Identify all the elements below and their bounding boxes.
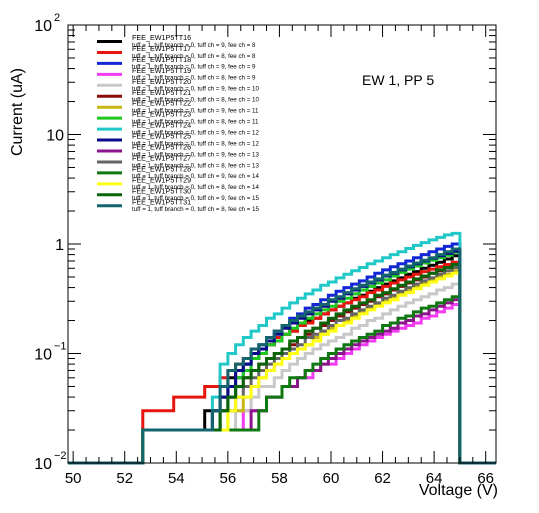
legend-series-name: FEE_EW1P5TT17 (132, 44, 191, 53)
legend-series-name: FEE_EW1P5TT18 (132, 55, 191, 64)
legend-series-name: FEE_EW1P5TT20 (132, 77, 191, 86)
y-tick-label: 10 (46, 128, 64, 145)
legend-series-name: FEE_EW1P5TT22 (132, 99, 191, 108)
y-tick-label: 1 (55, 237, 64, 254)
x-axis-label: Voltage (V) (418, 482, 498, 499)
legend-series-name: FEE_EW1P5TT31 (132, 197, 191, 206)
legend-series-detail: tuff = 1, tuff branch = 0, tuff ch = 8, … (132, 118, 259, 125)
y-axis-label-box: Current (uA) (6, 68, 30, 156)
legend-series-name: FEE_EW1P5TT27 (132, 153, 191, 162)
y-tick-base: 10 (34, 456, 52, 473)
legend-series-detail: tuff = 1, tuff branch = 0, tuff ch = 8, … (132, 75, 256, 82)
y-tick-exponent: −1 (54, 341, 67, 353)
y-tick-base: 10 (46, 128, 64, 145)
x-tick-label: 62 (374, 470, 391, 487)
y-axis-label: Current (uA) (9, 67, 26, 157)
y-tick-base: 10 (34, 347, 52, 364)
x-tick-label: 56 (220, 470, 237, 487)
series-line-fee-ew1p5tt31 (68, 247, 496, 465)
series-line-fee-ew1p5tt29 (68, 271, 496, 465)
legend-series-name: FEE_EW1P5TT28 (132, 164, 191, 173)
y-tick-label: 10 (34, 18, 52, 35)
legend-series-detail: tuff = 1, tuff branch = 0, tuff ch = 9, … (132, 64, 256, 71)
legend-series-detail: tuff = 1, tuff branch = 0, tuff ch = 9, … (132, 42, 256, 49)
x-tick-label: 64 (426, 470, 443, 487)
legend-series-detail: tuff = 1, tuff branch = 0, tuff ch = 9, … (132, 151, 259, 158)
plot-annotation: EW 1, PP 5 (362, 72, 435, 88)
legend-series-detail: tuff = 1, tuff branch = 0, tuff ch = 8, … (132, 162, 259, 169)
y-tick-label: 10 (34, 347, 52, 364)
y-tick-label: 10 (34, 456, 52, 473)
y-tick-exponent: 2 (54, 12, 60, 24)
legend-series-detail: tuff = 1, tuff branch = 0, tuff ch = 8, … (132, 97, 259, 104)
y-tick-exponent: −2 (54, 450, 67, 462)
legend-series-name: FEE_EW1P5TT29 (132, 175, 191, 184)
series-line-fee-ew1p5tt22 (68, 269, 496, 465)
legend-series-name: FEE_EW1P5TT23 (132, 110, 191, 119)
legend-series-detail: tuff = 1, tuff branch = 0, tuff ch = 8, … (132, 206, 259, 213)
legend-series-detail: tuff = 1, tuff branch = 0, tuff ch = 8, … (132, 184, 259, 191)
series-line-fee-ew1p5tt28 (68, 295, 496, 465)
y-tick-base: 1 (55, 237, 64, 254)
legend-series-detail: tuff = 1, tuff branch = 0, tuff ch = 8, … (132, 53, 256, 60)
legend-series-name: FEE_EW1P5TT24 (132, 121, 191, 130)
x-tick-label: 50 (65, 470, 82, 487)
x-tick-label: 60 (323, 470, 340, 487)
x-tick-label: 66 (477, 470, 494, 487)
legend-series-detail: tuff = 1, tuff branch = 0, tuff ch = 9, … (132, 173, 259, 180)
legend-series-name: FEE_EW1P5TT19 (132, 66, 191, 75)
legend-series-name: FEE_EW1P5TT26 (132, 143, 191, 152)
legend-series-name: FEE_EW1P5TT25 (132, 132, 191, 141)
x-tick-label: 58 (271, 470, 288, 487)
legend-series-detail: tuff = 1, tuff branch = 0, tuff ch = 9, … (132, 108, 259, 115)
legend-series-detail: tuff = 1, tuff branch = 0, tuff ch = 8, … (132, 140, 259, 147)
legend-series-detail: tuff = 1, tuff branch = 0, tuff ch = 9, … (132, 195, 259, 202)
legend-series-detail: tuff = 1, tuff branch = 0, tuff ch = 9, … (132, 86, 259, 93)
legend-series-name: FEE_EW1P5TT16 (132, 33, 191, 42)
legend-series-detail: tuff = 1, tuff branch = 0, tuff ch = 9, … (132, 129, 259, 136)
x-tick-label: 52 (116, 470, 133, 487)
x-tick-label: 54 (168, 470, 185, 487)
legend-series-name: FEE_EW1P5TT21 (132, 88, 191, 97)
legend-series-name: FEE_EW1P5TT30 (132, 186, 191, 195)
series-line-fee-ew1p5tt30 (68, 263, 496, 465)
y-tick-base: 10 (34, 18, 52, 35)
series-layer (68, 231, 496, 465)
